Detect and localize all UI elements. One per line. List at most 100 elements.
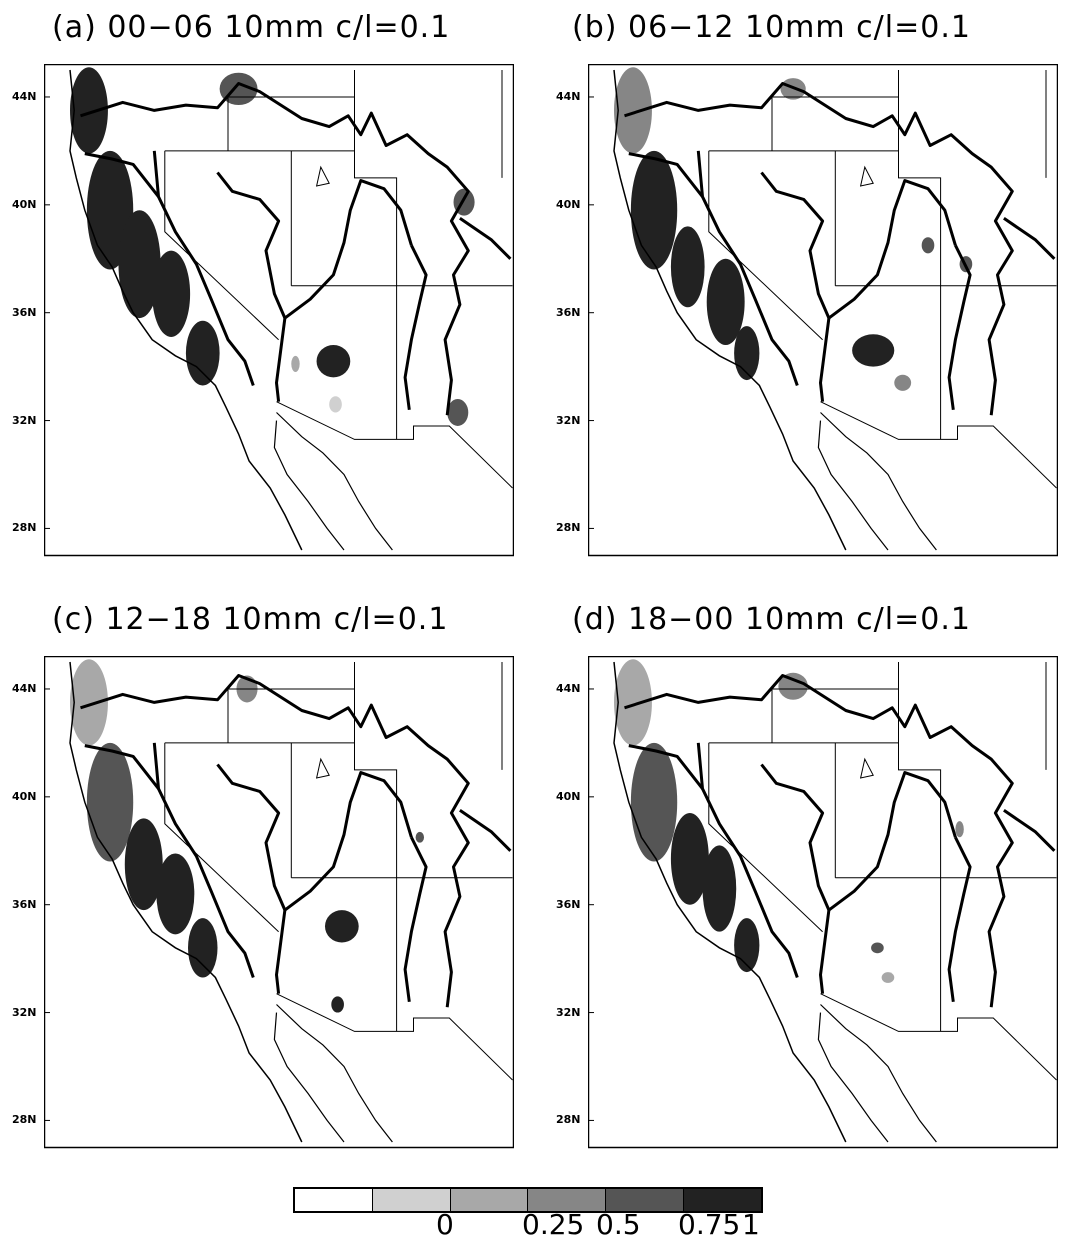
- colorbar-bin-1: [295, 1189, 373, 1211]
- basin-boundary-a-3: [216, 171, 287, 319]
- shade-c-8: [415, 831, 425, 843]
- basin-boundary-b-2: [628, 152, 704, 198]
- state-border-d-1: [708, 742, 823, 933]
- map-frame-b: [588, 64, 1058, 557]
- shade-c-4: [188, 918, 218, 978]
- map-panel-a: 124W120W116W112W108W104W: [44, 64, 514, 557]
- basin-boundary-c-5: [284, 771, 413, 912]
- lat-tick-label-a-1: 40N: [12, 197, 37, 211]
- basin-boundary-c-7: [459, 809, 512, 852]
- lat-tick-label-c-1: 40N: [12, 789, 37, 803]
- basin-boundary-b-7: [1003, 217, 1056, 260]
- shade-d-1: [630, 742, 678, 862]
- legend-label-025: 0.25: [522, 1208, 585, 1241]
- coastline-a: [69, 69, 303, 551]
- basin-boundary-c-4: [275, 909, 287, 994]
- state-border-d-9: [820, 993, 1057, 1081]
- shade-a-7: [329, 396, 342, 413]
- lat-tick-label-c-4: 28N: [12, 1113, 37, 1127]
- shade-a-3: [152, 250, 191, 337]
- basin-boundary-a-5: [284, 179, 413, 320]
- shade-c-1: [86, 742, 134, 862]
- basin-boundary-d-5: [828, 771, 957, 912]
- panel-b-title: (b) 06−12 10mm c/l=0.1: [572, 10, 971, 45]
- basin-boundary-a-1: [152, 150, 255, 386]
- basin-boundary-b-3: [760, 171, 831, 319]
- basin-boundary-a-2: [84, 152, 160, 198]
- basin-boundary-c-3: [216, 763, 287, 911]
- basin-boundary-c-6: [403, 836, 428, 1002]
- gulf-coast-c: [273, 1012, 345, 1143]
- legend-label-075: 0.75: [678, 1208, 741, 1241]
- colorbar-bin-2: [372, 1189, 451, 1211]
- colorbar-bin-4: [528, 1189, 607, 1211]
- state-border-b-9: [820, 401, 1057, 489]
- shade-b-0: [614, 67, 652, 154]
- basin-boundary-b-6: [947, 244, 972, 410]
- shade-d-6: [871, 942, 884, 954]
- state-border-d-3: [898, 662, 942, 878]
- shade-b-2: [670, 226, 705, 308]
- panel-a-title: (a) 00−06 10mm c/l=0.1: [52, 10, 451, 45]
- map-frame-d: [588, 656, 1058, 1149]
- shade-d-8: [955, 821, 964, 838]
- shade-c-6: [324, 910, 359, 943]
- coastline-b: [613, 69, 847, 551]
- shade-b-7: [894, 374, 912, 391]
- lat-tick-label-d-4: 28N: [556, 1113, 581, 1127]
- lat-tick-label-b-1: 40N: [556, 197, 581, 211]
- map-d-svg: 124W120W116W112W108W104W: [588, 656, 1058, 1149]
- lat-tick-label-a-0: 44N: [12, 89, 37, 103]
- shade-b-3: [706, 258, 745, 346]
- basin-boundary-b-0: [624, 82, 1014, 416]
- mainland-coast-d: [820, 1004, 937, 1143]
- shade-b-8: [921, 237, 935, 254]
- state-border-b-1: [708, 150, 823, 341]
- lat-tick-label-c-3: 32N: [12, 1005, 37, 1019]
- state-border-c-3: [354, 662, 398, 878]
- legend-label-0: 0: [436, 1208, 454, 1241]
- lake-d: [859, 757, 874, 779]
- basin-boundary-b-1: [696, 150, 799, 386]
- state-border-a-9: [276, 401, 513, 489]
- basin-boundary-a-4: [275, 317, 287, 402]
- gulf-coast-a: [273, 420, 345, 551]
- basin-boundary-d-4: [819, 909, 831, 994]
- panel-c-title: (c) 12−18 10mm c/l=0.1: [52, 602, 449, 637]
- basin-boundary-d-2: [628, 744, 704, 790]
- lat-tick-label-b-0: 44N: [556, 89, 581, 103]
- lat-tick-label-d-3: 32N: [556, 1005, 581, 1019]
- basin-boundary-b-5: [828, 179, 957, 320]
- mainland-coast-a: [276, 412, 393, 551]
- state-border-a-1: [164, 150, 279, 341]
- lake-a: [315, 165, 330, 187]
- shade-c-2: [124, 818, 163, 911]
- basin-boundary-c-2: [84, 744, 160, 790]
- gulf-coast-d: [817, 1012, 889, 1143]
- lat-tick-label-a-3: 32N: [12, 413, 37, 427]
- map-panel-b: 124W120W116W112W108W104W: [588, 64, 1058, 557]
- gulf-coast-b: [817, 420, 889, 551]
- lat-tick-label-c-0: 44N: [12, 681, 37, 695]
- map-frame-a: [44, 64, 514, 557]
- legend-label-05: 0.5: [596, 1208, 641, 1241]
- state-border-c-1: [164, 742, 279, 933]
- shade-c-3: [156, 853, 195, 935]
- colorbar-bin-6: [684, 1189, 761, 1211]
- shade-c-7: [331, 996, 344, 1013]
- map-panel-c: 124W120W116W112W108W104W: [44, 656, 514, 1149]
- state-border-c-9: [276, 993, 513, 1081]
- mainland-coast-c: [276, 1004, 393, 1143]
- shade-a-4: [185, 320, 220, 386]
- coastline-d: [613, 661, 847, 1143]
- shade-d-3: [702, 845, 737, 932]
- shade-a-10: [291, 355, 300, 373]
- state-border-b-3: [898, 70, 942, 286]
- shade-a-0: [70, 67, 108, 154]
- shade-b-1: [630, 150, 678, 270]
- shade-d-5: [778, 672, 808, 700]
- basin-boundary-d-3: [760, 763, 831, 911]
- lat-tick-label-b-3: 32N: [556, 413, 581, 427]
- lat-tick-label-d-2: 36N: [556, 897, 581, 911]
- shade-a-9: [447, 398, 469, 426]
